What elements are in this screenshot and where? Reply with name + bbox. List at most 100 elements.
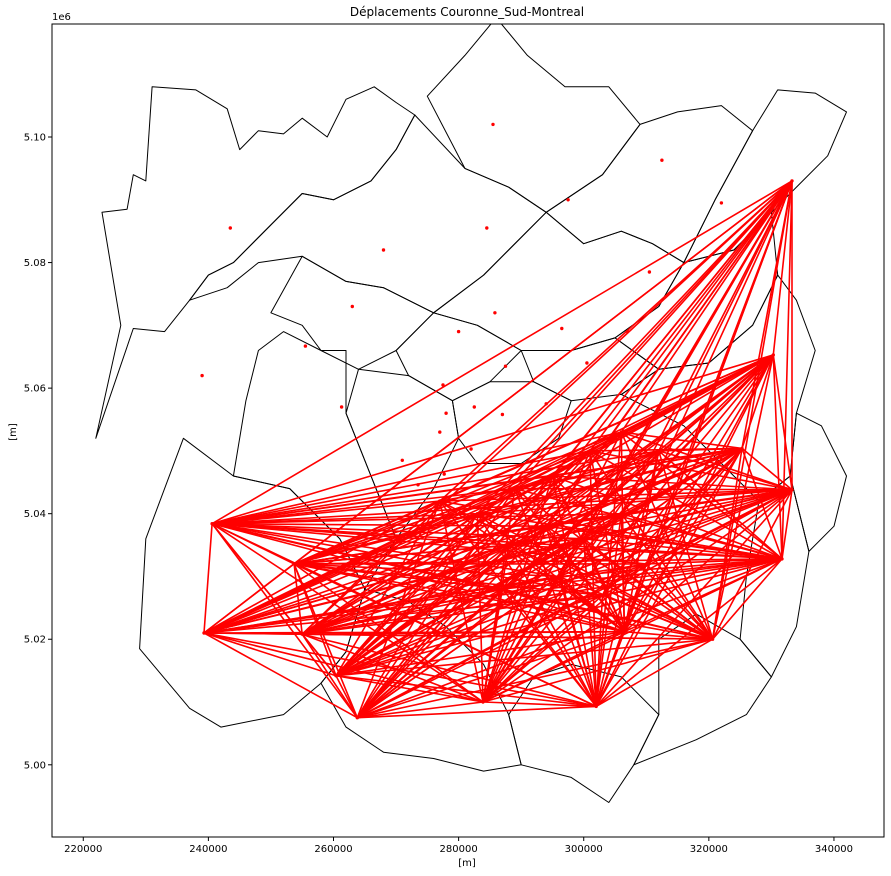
flow-line xyxy=(203,522,213,634)
zone-boundary xyxy=(395,312,522,402)
flow-line xyxy=(482,488,793,703)
flow-line xyxy=(301,537,585,636)
plot-frame xyxy=(51,23,885,838)
zone-centroid-point xyxy=(334,674,338,678)
flow-line xyxy=(301,633,484,703)
flow-line xyxy=(514,447,743,490)
chart-title: Déplacements Couronne_Sud-Montreal xyxy=(350,5,584,19)
zone-centroid-point xyxy=(544,524,548,528)
zone-centroid-point xyxy=(438,430,442,434)
zone-centroid-point xyxy=(657,449,661,453)
zone-centroid-point xyxy=(200,373,204,378)
flow-line xyxy=(203,447,743,634)
y-tick-label: 5.10 xyxy=(24,133,46,144)
zone-centroid-point xyxy=(456,329,461,334)
flow-line xyxy=(356,701,484,719)
flow-line xyxy=(211,488,793,525)
flow-line xyxy=(711,488,793,641)
zone-centroid-point xyxy=(560,326,564,331)
y-tick-label: 5.04 xyxy=(24,509,46,520)
flow-line xyxy=(711,558,783,641)
flow-line xyxy=(623,447,743,633)
x-tick-label: 260000 xyxy=(314,844,352,855)
flow-line xyxy=(781,488,793,560)
flow-line xyxy=(211,522,604,597)
flow-line xyxy=(301,633,359,719)
flow-line xyxy=(211,522,548,528)
zone-centroid-point xyxy=(500,412,505,417)
y-tick-label: 5.08 xyxy=(24,258,46,269)
flow-line xyxy=(293,450,660,565)
y-axis-ticks: 5.00 5.02 5.04 5.06 5.08 5.10 xyxy=(24,133,52,771)
flow-line xyxy=(595,180,793,708)
zone-centroid-point xyxy=(588,449,592,453)
flow-line xyxy=(335,488,793,677)
flow-line xyxy=(203,563,295,634)
flow-line xyxy=(772,354,783,560)
zone-centroid-point xyxy=(513,486,517,491)
flow-line xyxy=(620,180,793,433)
flow-line xyxy=(211,522,783,560)
flow-line xyxy=(589,180,793,452)
zone-centroid-point xyxy=(292,562,296,566)
zone-centroid-point xyxy=(228,226,232,230)
zone-centroid-point xyxy=(303,344,308,348)
zone-centroid-point xyxy=(582,537,586,541)
flow-line xyxy=(211,450,660,525)
flow-line xyxy=(203,632,359,719)
flow-line xyxy=(211,522,304,636)
flow-lines xyxy=(203,180,793,719)
y-tick-label: 5.02 xyxy=(24,635,46,646)
zone-centroid-point xyxy=(557,574,561,579)
flow-line xyxy=(476,180,793,515)
flow-line xyxy=(293,563,604,597)
flow-line xyxy=(501,180,793,590)
flow-line xyxy=(356,447,743,719)
flow-line xyxy=(203,632,598,708)
flow-line xyxy=(203,632,304,636)
flow-line xyxy=(482,180,793,703)
flow-line xyxy=(772,180,793,356)
zone-boundary xyxy=(426,24,641,213)
x-tick-label: 320000 xyxy=(690,844,728,855)
x-tick-label: 240000 xyxy=(189,844,227,855)
zone-centroid-point xyxy=(444,411,448,415)
zone-centroid-point xyxy=(647,270,652,274)
flow-line xyxy=(211,354,775,525)
zone-boundary xyxy=(95,86,416,439)
zone-centroid-point xyxy=(442,472,446,476)
zone-centroid-point xyxy=(619,430,623,434)
flow-line xyxy=(356,630,626,719)
x-tick-label: 220000 xyxy=(64,844,102,855)
zone-centroid-point xyxy=(625,329,630,334)
flow-line xyxy=(657,447,743,452)
flow-line xyxy=(301,354,775,636)
zone-centroid-point xyxy=(472,405,476,409)
flow-line xyxy=(293,563,359,719)
x-tick-label: 340000 xyxy=(815,844,853,855)
flow-line xyxy=(293,563,304,636)
zone-centroid-point xyxy=(566,198,570,202)
x-axis-ticks: 220000 240000 260000 280000 300000 320000 3400… xyxy=(64,837,853,855)
flow-line xyxy=(356,705,598,719)
zone-centroid-point xyxy=(210,522,214,526)
flow-line xyxy=(301,447,743,636)
flow-line xyxy=(507,488,793,546)
zone-centroid-point xyxy=(594,704,598,709)
zone-centroid-point xyxy=(500,587,505,591)
zone-centroid-point xyxy=(719,201,724,205)
flow-line xyxy=(335,180,793,677)
flow-line xyxy=(482,638,714,703)
zone-centroid-point xyxy=(416,483,420,487)
flow-line xyxy=(514,487,793,491)
flow-line xyxy=(211,522,295,565)
zone-boundary xyxy=(508,663,660,803)
flow-line xyxy=(293,488,793,565)
flow-line xyxy=(211,522,484,703)
flow-line xyxy=(203,354,775,634)
zone-centroid-point xyxy=(585,361,589,365)
zone-centroid-point xyxy=(550,474,555,478)
zone-centroid-point xyxy=(790,488,794,492)
flow-line xyxy=(335,354,775,677)
flow-line xyxy=(301,180,793,636)
